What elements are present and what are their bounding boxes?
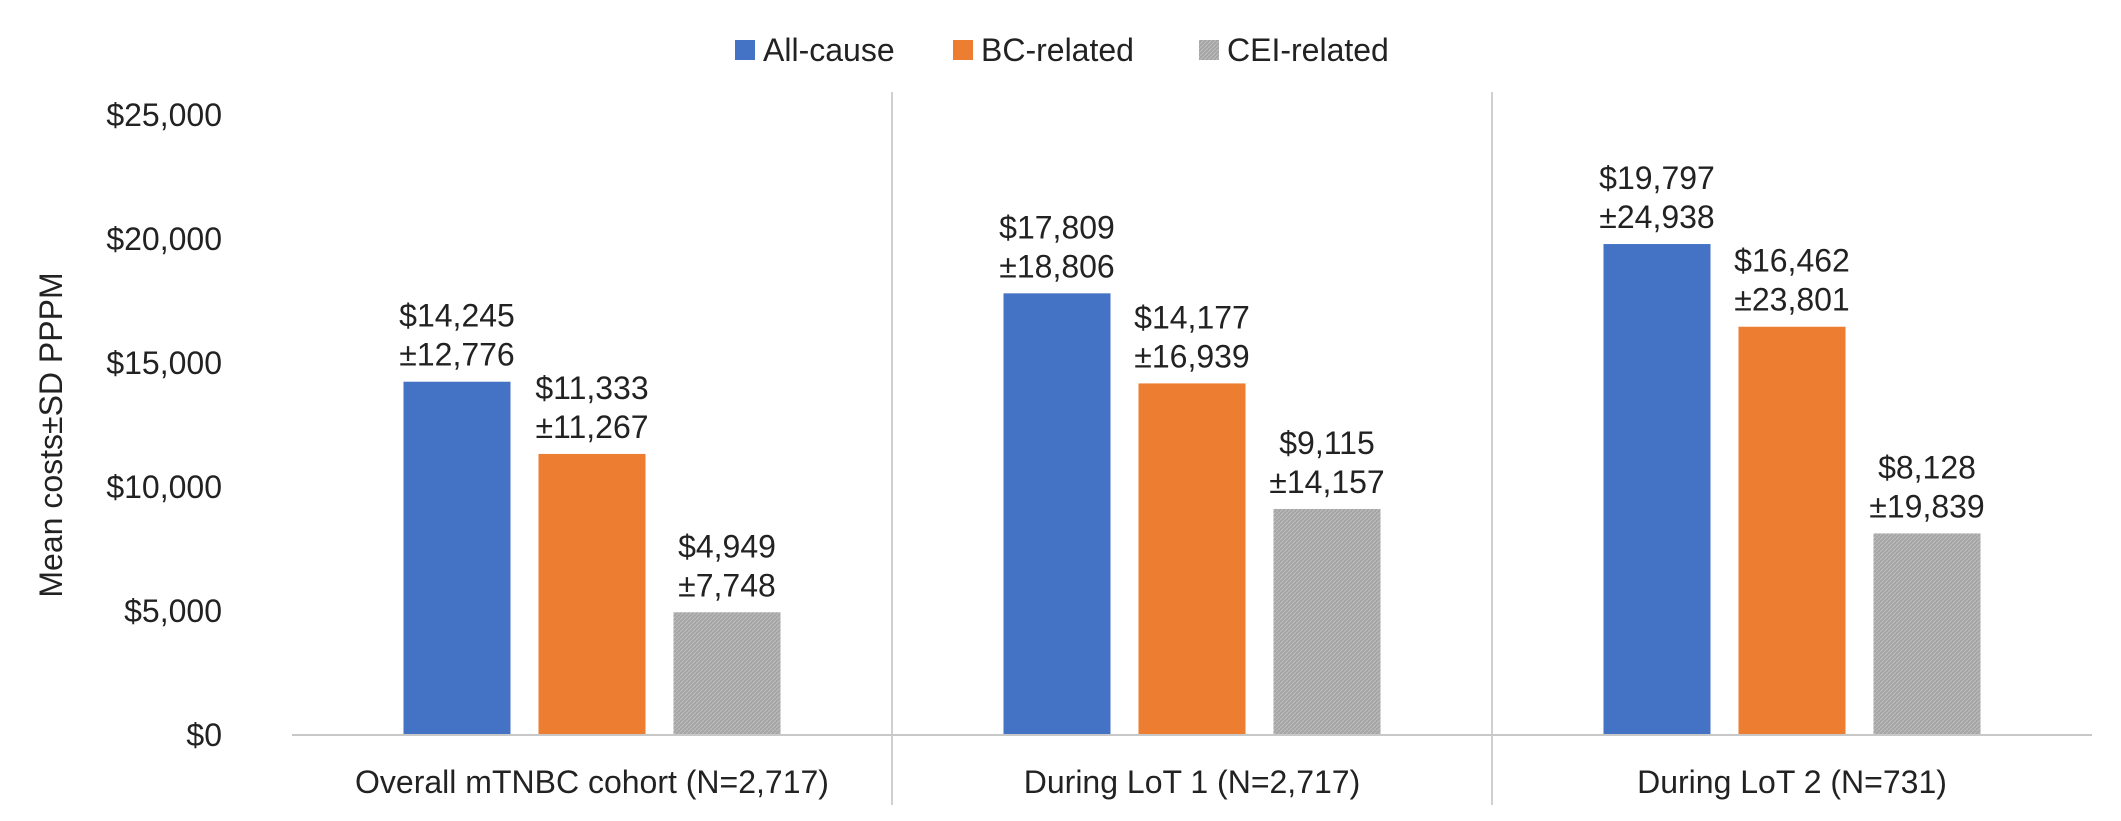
- data-label-value: $19,797: [1599, 160, 1715, 196]
- bars: [403, 244, 1981, 735]
- bar-all-cause-0: [403, 381, 511, 735]
- data-label-value: $9,115: [1279, 425, 1375, 461]
- data-label-value: $14,177: [1134, 299, 1250, 335]
- y-axis: $0 $5,000 $10,000 $15,000 $20,000 $25,000 Mean…: [33, 97, 222, 753]
- data-label-sd: ±7,748: [678, 567, 776, 603]
- legend-swatch-all-cause: [735, 40, 755, 60]
- legend-label-cei-related: CEI-related: [1227, 32, 1389, 68]
- data-label-sd: ±23,801: [1734, 282, 1849, 318]
- data-label-value: $17,809: [999, 209, 1115, 245]
- legend-swatch-cei-related: [1199, 40, 1219, 60]
- bar-cei-related-2: [1873, 533, 1981, 735]
- data-label-sd: ±24,938: [1599, 199, 1714, 235]
- data-label-value: $14,245: [399, 298, 515, 334]
- bar-bc-related-1: [1138, 383, 1246, 735]
- data-label-value: $8,128: [1878, 449, 1976, 485]
- bar-all-cause-2: [1603, 244, 1711, 735]
- bar-cei-related-1: [1273, 508, 1381, 735]
- data-label-sd: ±14,157: [1269, 464, 1384, 500]
- bar-bc-related-0: [538, 453, 646, 735]
- data-label-value: $16,462: [1734, 243, 1850, 279]
- y-tick-label: $5,000: [124, 593, 222, 629]
- data-label-sd: ±19,839: [1869, 488, 1984, 524]
- bar-bc-related-2: [1738, 326, 1846, 735]
- data-label-value: $11,333: [535, 370, 648, 406]
- y-tick-label: $25,000: [106, 97, 222, 133]
- y-axis-title: Mean costs±SD PPPM: [33, 272, 69, 597]
- y-tick-label: $0: [186, 717, 222, 753]
- bar-cei-related-0: [673, 612, 781, 735]
- x-category-label: During LoT 1 (N=2,717): [1024, 764, 1360, 800]
- y-tick-label: $15,000: [106, 345, 222, 381]
- data-label-sd: ±11,267: [535, 409, 648, 445]
- category-separators: [891, 92, 1493, 805]
- data-label-sd: ±16,939: [1134, 338, 1249, 374]
- bar-all-cause-1: [1003, 293, 1111, 735]
- data-label-value: $4,949: [678, 528, 776, 564]
- data-labels: $14,245±12,776 $11,333±11,267 $4,949±7,748…: [399, 160, 1985, 603]
- legend-label-all-cause: All-cause: [763, 32, 895, 68]
- y-tick-label: $20,000: [106, 221, 222, 257]
- x-category-label: Overall mTNBC cohort (N=2,717): [355, 764, 829, 800]
- x-axis: Overall mTNBC cohort (N=2,717) During LoT…: [292, 734, 2092, 800]
- legend: All-cause BC-related CEI-related: [735, 32, 1389, 68]
- x-category-label: During LoT 2 (N=731): [1637, 764, 1947, 800]
- legend-swatch-bc-related: [953, 40, 973, 60]
- data-label-sd: ±12,776: [399, 337, 514, 373]
- legend-label-bc-related: BC-related: [981, 32, 1134, 68]
- data-label-sd: ±18,806: [999, 248, 1114, 284]
- y-tick-label: $10,000: [106, 469, 222, 505]
